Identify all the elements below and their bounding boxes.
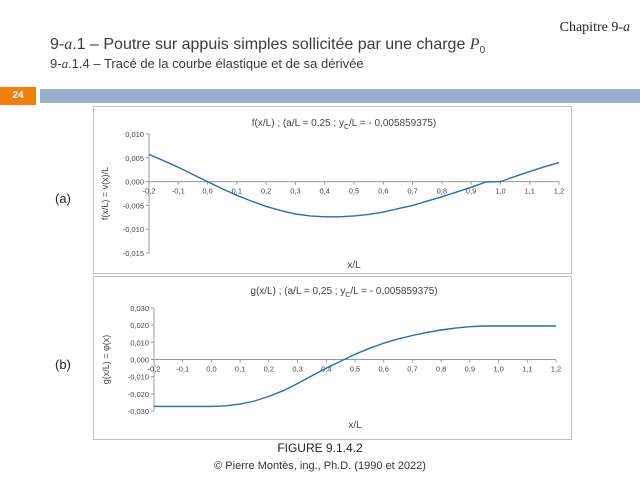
chart-b-frame: g(x/L) ; (a/L = 0,25 ; yC/L = - 0,005859… [93, 276, 572, 440]
x-axis-label: x/L [347, 260, 361, 271]
y-tick-label: 0,005 [125, 154, 144, 163]
chart-a: f(x/L) ; (a/L = 0,25 ; yC/L = - 0,005859… [100, 118, 564, 271]
chart-title: g(x/L) ; (a/L = 0,25 ; yC/L = - 0,005859… [250, 286, 437, 299]
y-axis-label: g(x/L) = φ(x) [101, 335, 111, 385]
y-tick-label: -0,010 [123, 225, 144, 234]
section-subtitle: 9-a.1.4 – Tracé de la courbe élastique e… [50, 56, 364, 72]
x-tick-label: 1,0 [493, 365, 503, 374]
section-title-prefix: 9- [50, 36, 65, 53]
y-tick-label: -0,015 [123, 249, 144, 258]
x-tick-label: 0,3 [290, 187, 300, 196]
chart-title-part: /L = - 0,005859375) [350, 286, 437, 297]
x-tick-label: 0,6 [378, 365, 388, 374]
x-tick-label: -0,1 [176, 365, 189, 374]
panel-label-b: (b) [55, 357, 71, 372]
x-tick-label: 0,2 [264, 365, 274, 374]
y-tick-label: -0,010 [128, 373, 149, 382]
x-tick-label: -0,2 [143, 187, 156, 196]
chapter-text: Chapitre 9- [559, 20, 623, 35]
x-tick-label: 0,5 [349, 187, 359, 196]
y-tick-label: 0,010 [125, 130, 144, 139]
section-subtitle-text: .1.4 – Tracé de la courbe élastique et d… [68, 56, 364, 71]
chart-b: g(x/L) ; (a/L = 0,25 ; yC/L = - 0,005859… [101, 286, 561, 431]
y-tick-label: 0,010 [130, 338, 149, 347]
chart-a-frame: f(x/L) ; (a/L = 0,25 ; yC/L = - 0,005859… [93, 106, 572, 274]
x-tick-label: 0,8 [437, 187, 447, 196]
x-tick-label: 0,7 [407, 365, 417, 374]
y-axis-label: f(x/L) = v(x)/L [100, 167, 110, 220]
y-tick-label: 0,020 [130, 321, 149, 330]
section-subtitle-var: a [61, 56, 69, 71]
page-number-badge: 24 [0, 87, 36, 105]
series-line [154, 325, 556, 408]
x-tick-label: 1,2 [554, 187, 564, 196]
x-tick-label: 1,2 [551, 365, 561, 374]
chart-title-part: C [344, 124, 349, 131]
panel-label-a: (a) [55, 191, 71, 206]
x-tick-label: 0,2 [261, 187, 271, 196]
y-tick-label: 0,000 [130, 356, 149, 365]
x-tick-label: 1,0 [495, 187, 505, 196]
x-tick-label: 0,5 [350, 365, 360, 374]
x-tick-label: -0,2 [148, 365, 161, 374]
y-tick-label: 0,030 [130, 304, 149, 313]
x-tick-label: -0,1 [172, 187, 185, 196]
y-tick-label: -0,030 [128, 407, 149, 416]
x-tick-label: 0,0 [206, 365, 216, 374]
x-tick-label: 0,4 [319, 187, 329, 196]
x-tick-label: 1,1 [524, 187, 534, 196]
x-tick-label: 0,7 [407, 187, 417, 196]
x-tick-label: 0,9 [465, 365, 475, 374]
chapter-label: Chapitre 9-a [560, 20, 630, 36]
x-tick-label: 0,0 [202, 187, 212, 196]
x-tick-label: 0,9 [466, 187, 476, 196]
x-tick-label: 1,1 [522, 365, 532, 374]
x-axis-label: x/L [348, 420, 362, 431]
header-band [40, 89, 640, 103]
chart-title-part: C [345, 292, 350, 299]
chapter-var: a [623, 20, 630, 35]
x-tick-label: 0,8 [436, 365, 446, 374]
chart-title-part: /L = - 0,005859375) [349, 118, 436, 129]
section-title: 9-a.1 – Poutre sur appuis simples sollic… [50, 36, 485, 56]
x-tick-label: 0,6 [378, 187, 388, 196]
x-tick-label: 0,1 [232, 187, 242, 196]
copyright-notice: © Pierre Montès, ing., Ph.D. (1990 et 20… [214, 460, 426, 472]
y-tick-label: -0,005 [123, 201, 144, 210]
section-title-symbol: P [469, 36, 480, 53]
section-subtitle-prefix: 9- [50, 56, 62, 71]
section-title-subscript: 0 [479, 45, 486, 57]
x-tick-label: 0,1 [235, 365, 245, 374]
figure-caption: FIGURE 9.1.4.2 [277, 441, 363, 455]
y-tick-label: -0,020 [128, 390, 149, 399]
section-title-var: a [64, 36, 73, 53]
chart-title-part: f(x/L) ; (a/L = 0,25 ; y [252, 118, 344, 129]
x-tick-label: 0,3 [292, 365, 302, 374]
x-tick-label: 0,4 [321, 365, 331, 374]
y-tick-label: 0,000 [125, 178, 144, 187]
series-line [148, 153, 560, 218]
section-title-text: .1 – Poutre sur appuis simples sollicité… [72, 36, 470, 53]
chart-title: f(x/L) ; (a/L = 0,25 ; yC/L = - 0,005859… [252, 118, 436, 131]
chart-title-part: g(x/L) ; (a/L = 0,25 ; y [250, 286, 345, 297]
